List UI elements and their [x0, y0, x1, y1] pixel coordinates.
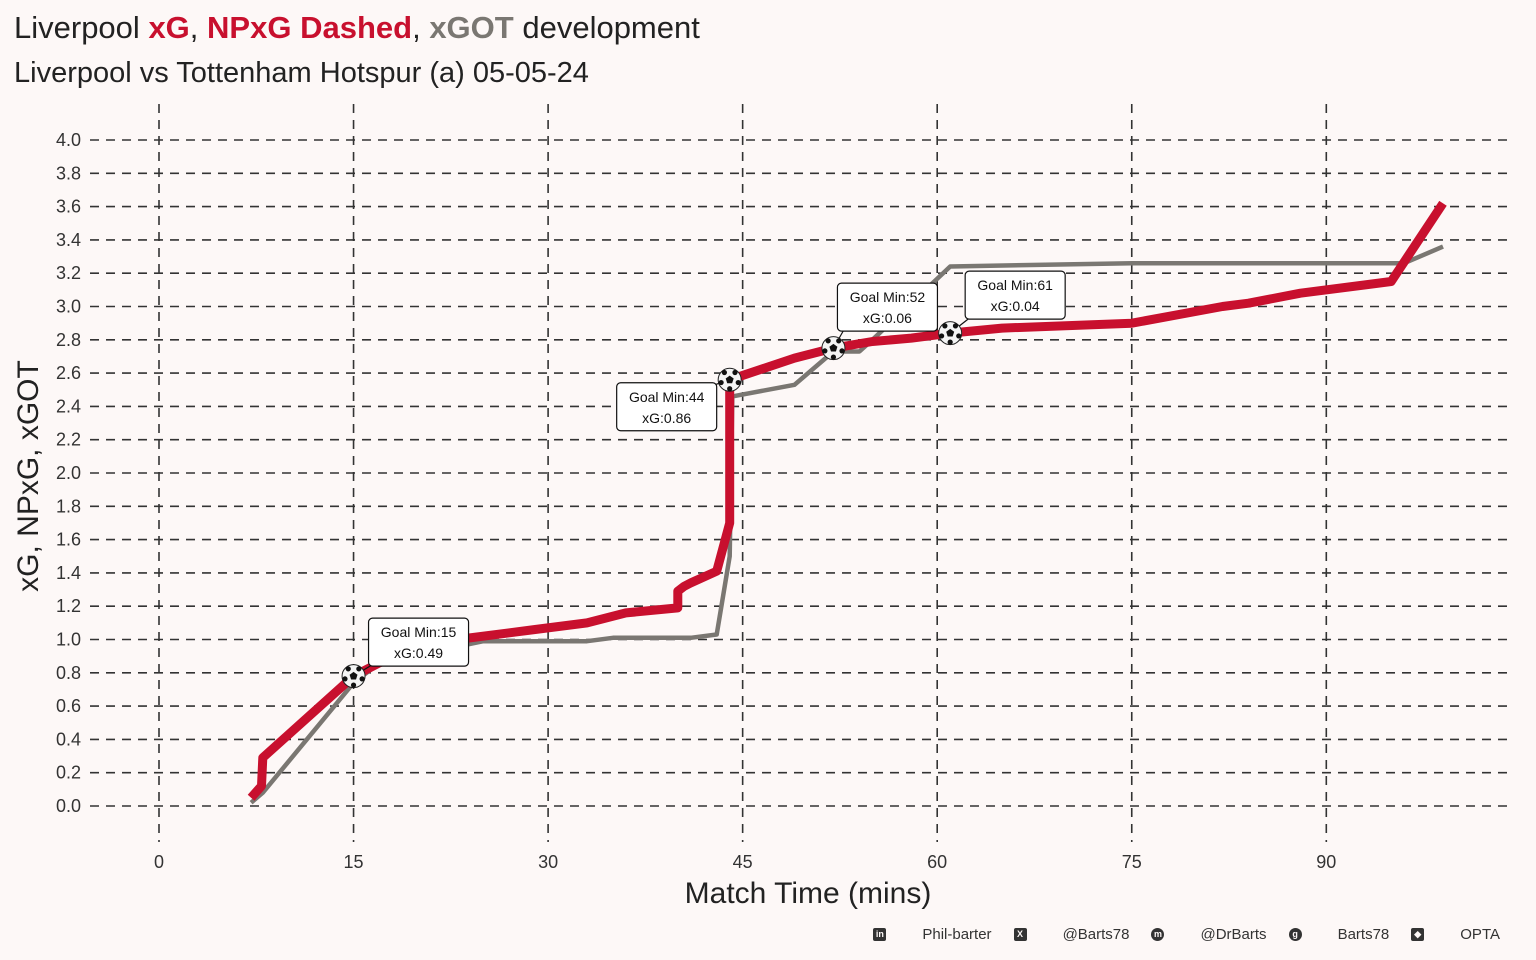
x-icon: X: [1013, 928, 1027, 941]
mastodon-text: @DrBarts: [1200, 926, 1267, 943]
x-tick-label: 0: [154, 852, 164, 872]
x-tick-label: 90: [1316, 852, 1336, 872]
y-tick-label: 1.6: [56, 530, 81, 550]
y-tick-label: 2.8: [56, 330, 81, 350]
x-axis-label: Match Time (mins): [685, 877, 932, 910]
goal-annotation-minute: Goal Min:52: [850, 289, 926, 305]
x-tick-label: 60: [927, 852, 947, 872]
title-npxg: NPxG Dashed: [207, 10, 413, 45]
goal-annotation-box: [836, 282, 939, 332]
goal-annotation-box: [964, 270, 1066, 320]
goal-annotation-box: [367, 617, 470, 667]
linkedin-icon: in: [873, 928, 887, 941]
goal-annotation-xg: xG:0.86: [642, 410, 691, 426]
github-icon: g: [1288, 928, 1302, 941]
x-tick-label: 15: [344, 852, 364, 872]
github-credit[interactable]: g Barts78: [1288, 926, 1390, 943]
source-text: OPTA: [1460, 926, 1500, 943]
y-axis-label: xG, NPxG, xGOT: [12, 360, 45, 592]
y-tick-label: 4.0: [56, 130, 81, 150]
credits-footer: in Phil-barter X @Barts78 m @DrBarts g B…: [851, 926, 1500, 943]
x-text: @Barts78: [1062, 926, 1130, 943]
goal-annotation-minute: Goal Min:61: [977, 277, 1053, 293]
y-tick-label: 0.0: [56, 796, 81, 816]
y-tick-label: 3.2: [56, 263, 81, 283]
y-tick-label: 3.8: [56, 163, 81, 183]
y-tick-label: 1.4: [56, 563, 81, 583]
football-icon: [821, 336, 846, 361]
y-tick-label: 0.8: [56, 663, 81, 683]
x-tick-label: 45: [733, 852, 753, 872]
title-tail: development: [522, 10, 700, 45]
mastodon-credit[interactable]: m @DrBarts: [1151, 926, 1267, 943]
y-tick-label: 2.0: [56, 463, 81, 483]
x-credit[interactable]: X @Barts78: [1013, 926, 1130, 943]
y-tick-label: 1.0: [56, 630, 81, 650]
title-sep2: ,: [412, 10, 421, 45]
goal-annotation-xg: xG:0.49: [394, 645, 443, 661]
y-tick-label: 2.6: [56, 363, 81, 383]
source-credit: ◆ OPTA: [1411, 926, 1500, 943]
x-tick-label: 75: [1122, 852, 1142, 872]
x-tick-label: 30: [538, 852, 558, 872]
y-tick-label: 2.4: [56, 396, 81, 416]
goal-annotation-minute: Goal Min:44: [629, 389, 705, 405]
football-icon: [341, 664, 366, 689]
y-tick-label: 0.2: [56, 763, 81, 783]
y-tick-label: 1.2: [56, 596, 81, 616]
title-xgot: xGOT: [429, 10, 514, 45]
linkedin-credit[interactable]: in Phil-barter: [873, 926, 992, 943]
y-tick-label: 3.4: [56, 230, 81, 250]
y-tick-label: 0.4: [56, 729, 81, 749]
dropbox-icon: ◆: [1411, 928, 1425, 941]
y-tick-label: 2.2: [56, 430, 81, 450]
github-text: Barts78: [1337, 926, 1390, 943]
chart-subtitle: Liverpool vs Tottenham Hotspur (a) 05-05…: [14, 57, 589, 89]
y-tick-label: 1.8: [56, 496, 81, 516]
y-tick-label: 0.6: [56, 696, 81, 716]
football-icon: [938, 321, 963, 346]
goal-annotation-xg: xG:0.06: [863, 310, 912, 326]
title-xg: xG: [148, 10, 190, 45]
title-team: Liverpool: [14, 10, 140, 45]
y-tick-label: 3.0: [56, 297, 81, 317]
title-sep1: ,: [189, 10, 199, 45]
football-icon: [717, 367, 742, 392]
mastodon-icon: m: [1151, 928, 1165, 941]
goal-annotation-box: [616, 382, 718, 432]
chart-title: Liverpool xG, NPxG Dashed, xGOT developm…: [14, 10, 700, 46]
goal-annotation-xg: xG:0.04: [991, 298, 1040, 314]
goal-annotation-minute: Goal Min:15: [381, 624, 457, 640]
y-tick-label: 3.6: [56, 197, 81, 217]
linkedin-text: Phil-barter: [922, 926, 992, 943]
